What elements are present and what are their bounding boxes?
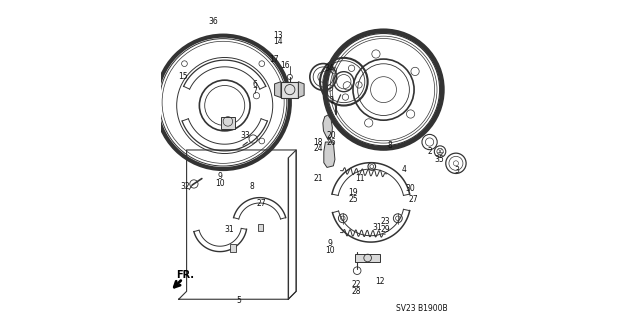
Text: 12: 12 xyxy=(376,277,385,286)
Text: 26: 26 xyxy=(326,137,336,146)
Bar xyxy=(230,244,236,252)
Text: 20: 20 xyxy=(326,131,336,140)
Text: 18: 18 xyxy=(314,137,323,146)
Text: 5: 5 xyxy=(237,296,241,305)
Polygon shape xyxy=(298,82,304,98)
Text: 27: 27 xyxy=(257,199,266,208)
Text: 31: 31 xyxy=(225,225,234,234)
Text: 17: 17 xyxy=(269,55,279,64)
Text: 23: 23 xyxy=(380,217,390,226)
Text: 31: 31 xyxy=(372,223,382,232)
Text: 34: 34 xyxy=(324,64,335,73)
Text: 9: 9 xyxy=(327,239,332,248)
Text: 35: 35 xyxy=(434,155,444,164)
Text: 19: 19 xyxy=(349,188,358,197)
Text: 2: 2 xyxy=(428,147,432,156)
Text: 3: 3 xyxy=(454,166,459,175)
Bar xyxy=(355,254,380,262)
Text: 29: 29 xyxy=(380,225,390,234)
Text: 33: 33 xyxy=(241,131,250,140)
Text: 36: 36 xyxy=(209,17,218,26)
Text: 24: 24 xyxy=(314,144,323,153)
Text: 32: 32 xyxy=(180,182,190,191)
Text: SV23 B1900B: SV23 B1900B xyxy=(396,304,447,313)
Text: 1: 1 xyxy=(329,96,333,105)
Text: 11: 11 xyxy=(355,174,364,183)
Bar xyxy=(258,224,263,231)
Text: FR.: FR. xyxy=(176,271,194,280)
Text: 8: 8 xyxy=(250,182,254,191)
Text: 16: 16 xyxy=(280,61,290,70)
Text: 6: 6 xyxy=(252,80,257,89)
Text: 4: 4 xyxy=(402,165,406,174)
Text: 7: 7 xyxy=(252,87,257,96)
Text: 10: 10 xyxy=(215,179,225,188)
Text: 9: 9 xyxy=(218,173,222,182)
Polygon shape xyxy=(324,142,335,167)
Text: 14: 14 xyxy=(273,38,283,47)
Text: 30: 30 xyxy=(406,184,415,193)
Text: 21: 21 xyxy=(314,174,323,183)
Text: 25: 25 xyxy=(349,195,358,204)
Polygon shape xyxy=(275,82,281,98)
Bar xyxy=(281,82,298,98)
Polygon shape xyxy=(323,115,332,140)
Text: 28: 28 xyxy=(352,287,361,296)
Text: 13: 13 xyxy=(273,31,283,40)
Text: 15: 15 xyxy=(179,72,188,81)
Text: 10: 10 xyxy=(324,246,334,255)
Text: 8: 8 xyxy=(387,141,392,150)
Text: 22: 22 xyxy=(352,280,361,289)
Bar xyxy=(221,117,235,129)
Text: 27: 27 xyxy=(409,195,419,204)
